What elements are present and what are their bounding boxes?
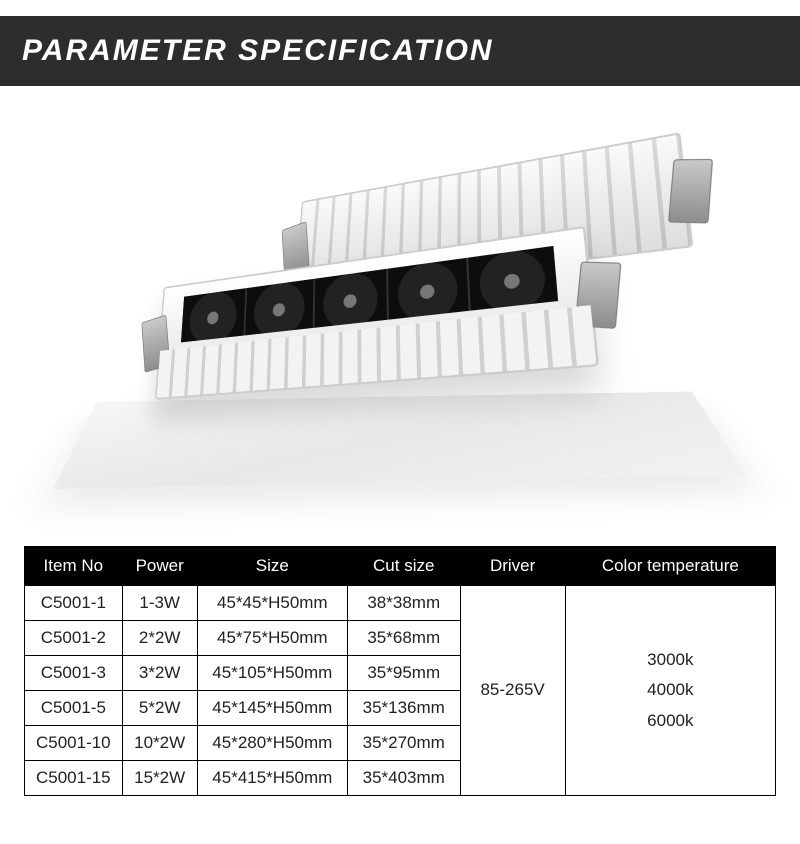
cell-power: 2*2W: [122, 621, 197, 656]
cell-cut: 35*270mm: [347, 726, 460, 761]
cell-power: 3*2W: [122, 656, 197, 691]
product-image-area: [0, 86, 800, 546]
table-header: Item No Power Size Cut size Driver Color…: [25, 547, 776, 586]
cell-size: 45*280*H50mm: [197, 726, 347, 761]
cell-size: 45*75*H50mm: [197, 621, 347, 656]
cell-item: C5001-1: [25, 586, 123, 621]
cell-power: 10*2W: [122, 726, 197, 761]
ct-line: 4000k: [647, 680, 693, 699]
cell-cut: 35*403mm: [347, 761, 460, 796]
led-cell: [468, 246, 557, 311]
col-header-ct: Color temperature: [565, 547, 775, 586]
led-cell: [314, 268, 389, 327]
table-body: C5001-1 1-3W 45*45*H50mm 38*38mm 85-265V…: [25, 586, 776, 796]
led-cell: [181, 288, 247, 342]
cell-item: C5001-10: [25, 726, 123, 761]
display-platform: [53, 392, 745, 489]
spec-table: Item No Power Size Cut size Driver Color…: [24, 546, 776, 796]
cell-power: 1-3W: [122, 586, 197, 621]
cell-item: C5001-5: [25, 691, 123, 726]
col-header-power: Power: [122, 547, 197, 586]
cell-cut: 35*68mm: [347, 621, 460, 656]
cell-size: 45*415*H50mm: [197, 761, 347, 796]
ct-line: 6000k: [647, 711, 693, 730]
cell-power: 15*2W: [122, 761, 197, 796]
page-title: PARAMETER SPECIFICATION: [22, 34, 778, 68]
col-header-driver: Driver: [460, 547, 565, 586]
led-cell: [388, 257, 470, 319]
cell-cut: 38*38mm: [347, 586, 460, 621]
col-header-size: Size: [197, 547, 347, 586]
cell-color-temp-merged: 3000k 4000k 6000k: [565, 586, 775, 796]
cell-item: C5001-3: [25, 656, 123, 691]
cell-cut: 35*136mm: [347, 691, 460, 726]
header-band: PARAMETER SPECIFICATION: [0, 16, 800, 86]
cell-size: 45*105*H50mm: [197, 656, 347, 691]
cell-item: C5001-15: [25, 761, 123, 796]
ct-line: 3000k: [647, 650, 693, 669]
col-header-item: Item No: [25, 547, 123, 586]
cell-driver-merged: 85-265V: [460, 586, 565, 796]
cell-power: 5*2W: [122, 691, 197, 726]
led-cell: [245, 278, 315, 335]
cell-item: C5001-2: [25, 621, 123, 656]
cell-cut: 35*95mm: [347, 656, 460, 691]
table-row: C5001-1 1-3W 45*45*H50mm 38*38mm 85-265V…: [25, 586, 776, 621]
table-header-row: Item No Power Size Cut size Driver Color…: [25, 547, 776, 586]
cell-size: 45*145*H50mm: [197, 691, 347, 726]
col-header-cut: Cut size: [347, 547, 460, 586]
spring-clip-icon: [668, 159, 713, 224]
cell-size: 45*45*H50mm: [197, 586, 347, 621]
